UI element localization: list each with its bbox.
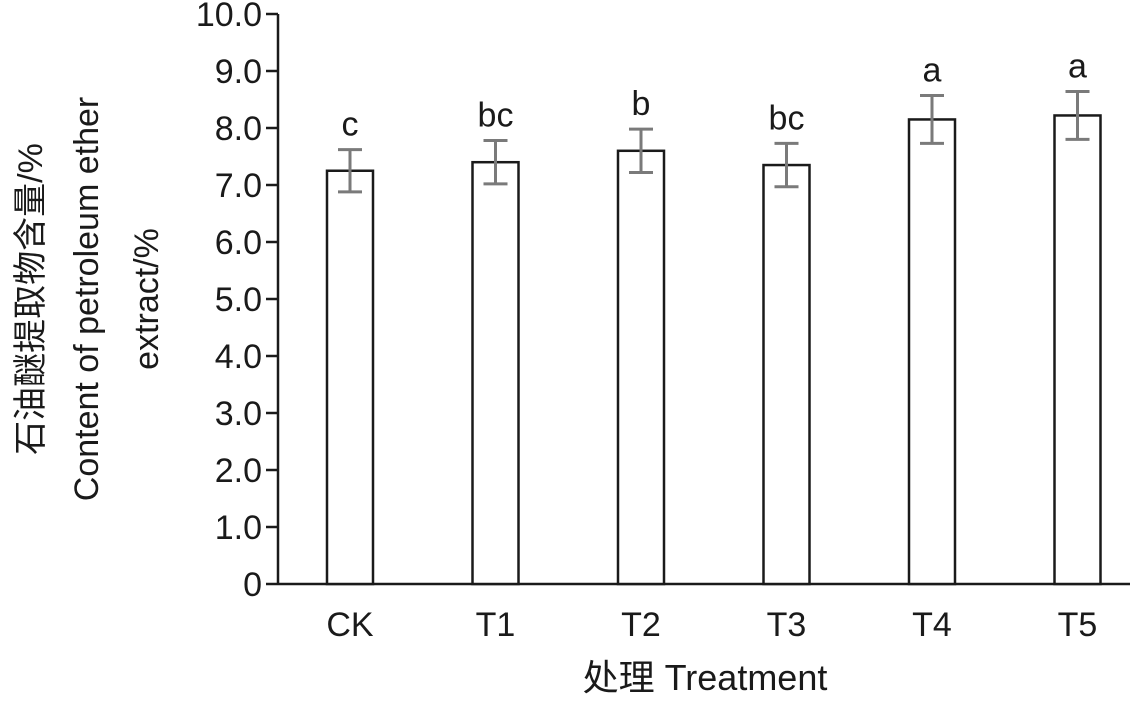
y-tick-label: 2.0 bbox=[215, 452, 262, 490]
y-axis-title-line-1: 石油醚提取物含量/% bbox=[12, 143, 50, 455]
y-tick-label: 3.0 bbox=[215, 395, 262, 433]
bar bbox=[1053, 114, 1102, 586]
y-tick-label: 5.0 bbox=[215, 281, 262, 319]
y-tick-label: 10.0 bbox=[196, 0, 262, 34]
bar bbox=[325, 169, 375, 586]
y-axis-title-line-3: extract/% bbox=[128, 228, 166, 370]
x-tick-label: T1 bbox=[476, 606, 516, 644]
y-tick-label: 0 bbox=[243, 566, 262, 604]
plot-area: 0 1.0 2.0 3.0 4.0 5.0 6.0 7.0 8.0 9.0 10.0 c CK bc T1 b… bbox=[196, 0, 1130, 644]
y-tick-label: 6.0 bbox=[215, 224, 262, 262]
y-axis-title-line-2: Content of petroleum ether bbox=[68, 97, 106, 501]
significance-label: bc bbox=[478, 97, 514, 135]
x-tick-label: CK bbox=[326, 606, 374, 644]
bar bbox=[471, 160, 520, 586]
bar bbox=[907, 118, 957, 586]
y-tick-label: 9.0 bbox=[215, 53, 262, 91]
x-axis-title: 处理 Treatment bbox=[583, 657, 828, 697]
y-tick-label: 4.0 bbox=[215, 338, 262, 376]
x-tick-label: T5 bbox=[1058, 606, 1098, 644]
x-tick-label: T3 bbox=[767, 606, 807, 644]
significance-label: bc bbox=[769, 99, 805, 137]
significance-label: a bbox=[1068, 48, 1087, 86]
bar bbox=[762, 163, 811, 586]
significance-label: a bbox=[923, 52, 942, 90]
x-tick-label: T2 bbox=[621, 606, 661, 644]
y-axis-title: 石油醚提取物含量/% Content of petroleum ether ex… bbox=[12, 97, 166, 501]
y-tick-label: 7.0 bbox=[215, 167, 262, 205]
bar bbox=[616, 149, 666, 586]
y-tick-label: 1.0 bbox=[215, 509, 262, 547]
significance-label: c bbox=[342, 106, 359, 144]
significance-label: b bbox=[632, 85, 651, 123]
x-tick-label: T4 bbox=[912, 606, 952, 644]
y-tick-label: 8.0 bbox=[215, 110, 262, 148]
